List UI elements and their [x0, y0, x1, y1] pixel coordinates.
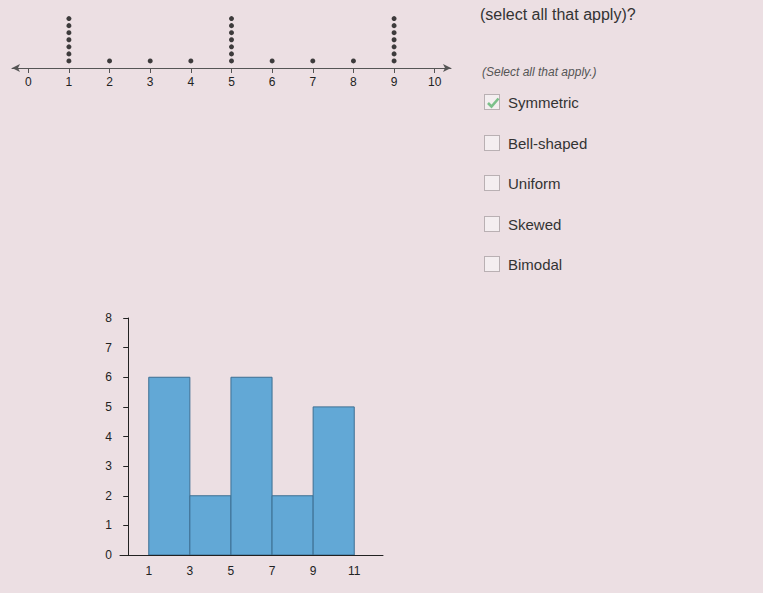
- svg-text:3: 3: [147, 75, 154, 89]
- svg-text:5: 5: [228, 75, 235, 89]
- svg-text:7: 7: [309, 75, 316, 89]
- html-text:Symmetric: Symmetric: [508, 94, 579, 111]
- svg-text:2: 2: [106, 75, 113, 89]
- svg-text:1: 1: [145, 564, 152, 578]
- svg-text:5: 5: [228, 564, 235, 578]
- svg-text:0: 0: [25, 75, 32, 89]
- svg-text:7: 7: [105, 341, 112, 355]
- svg-text:2: 2: [105, 489, 112, 503]
- html-text:Uniform: Uniform: [508, 175, 561, 192]
- html-text:Skewed: Skewed: [508, 215, 562, 233]
- svg-text:8: 8: [105, 311, 112, 325]
- svg-text:8: 8: [350, 75, 357, 89]
- svg-text:9: 9: [310, 564, 317, 578]
- svg-text:6: 6: [105, 370, 112, 384]
- svg-text:5: 5: [105, 400, 112, 414]
- svg-text:1: 1: [66, 75, 73, 89]
- html-text:(Select all that apply.): (Select all that apply.): [482, 65, 597, 79]
- svg-text:1: 1: [105, 518, 112, 532]
- svg-text:4: 4: [105, 430, 112, 444]
- svg-text:10: 10: [428, 75, 442, 89]
- svg-text:3: 3: [187, 564, 194, 578]
- html-text:(select all that apply)?: (select all that apply)?: [480, 6, 636, 23]
- svg-text:7: 7: [269, 564, 276, 578]
- svg-text:4: 4: [188, 75, 195, 89]
- svg-text:6: 6: [269, 75, 276, 89]
- html-text:Bimodal: Bimodal: [508, 256, 563, 273]
- svg-text:11: 11: [348, 564, 361, 578]
- svg-text:9: 9: [391, 75, 398, 89]
- svg-text:0: 0: [105, 548, 112, 562]
- svg-text:3: 3: [105, 459, 112, 473]
- html-text:Bell-shaped: Bell-shaped: [508, 134, 588, 152]
